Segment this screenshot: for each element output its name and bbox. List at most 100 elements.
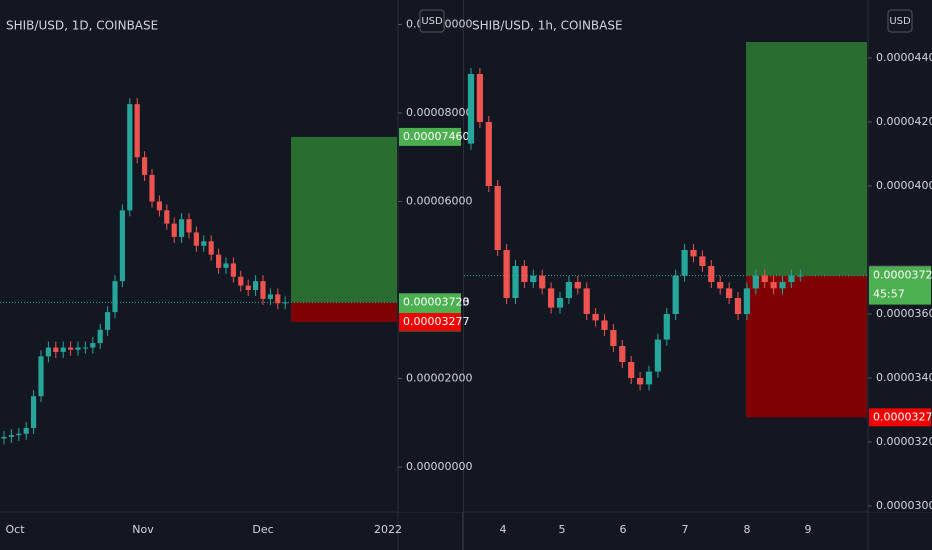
candle [142,157,148,175]
target-label-bg [399,127,461,146]
candle [476,74,484,122]
y-tick-label: 0.00004000 [876,179,932,192]
candle [779,282,786,289]
candle [127,104,133,211]
y-tick-label: 0.00004200 [876,115,932,128]
y-tick-label: 0.00000000 [406,460,472,473]
candle [610,330,617,346]
candle [260,281,266,299]
candle [275,294,281,304]
candle [556,298,564,308]
price-axis-bg [869,0,932,512]
candle [547,288,555,308]
candle [512,266,519,298]
candle [282,302,288,304]
x-tick-label: 5 [559,523,566,536]
candle [208,241,214,255]
candle [164,210,170,224]
y-tick-label: 0.00006000 [406,195,472,208]
candle [75,347,81,350]
candle [761,275,768,282]
candle [663,314,670,340]
candle [619,346,626,362]
candle [216,254,222,268]
candle [770,282,777,289]
candle [699,256,706,266]
candle [574,282,581,289]
candle [583,288,590,314]
candle [717,282,724,289]
candle [1,436,7,439]
candle [601,320,608,330]
countdown: 45:57 [873,288,905,301]
candle [105,312,111,330]
candle [201,241,207,246]
stop-zone [291,302,397,322]
candle [539,275,546,289]
x-tick-label: Oct [5,523,25,536]
candle [230,263,236,277]
chart-title: SHIB/USD, 1D, COINBASE [6,19,158,33]
x-tick-label: 4 [500,523,507,536]
candle [193,232,199,246]
price-axis-bg [399,0,463,512]
y-tick-label: 0.00004400 [876,51,932,64]
candle [485,122,492,186]
candle [31,396,37,429]
candle [654,339,662,372]
candle [179,219,185,237]
candle [68,347,74,350]
x-tick-label: 6 [620,523,627,536]
currency-button[interactable] [419,9,445,33]
stop-label: 0.00003277 [873,410,932,423]
candle [16,433,22,436]
x-tick-label: Dec [252,523,273,536]
x-tick-label: 8 [744,523,751,536]
y-tick-label: 0.00003600 [876,307,932,320]
x-tick-label: 9 [805,523,812,536]
candle [788,275,795,282]
candle [672,275,679,314]
candle [521,266,528,282]
candle [23,428,29,434]
y-tick-label: 0.00002000 [406,372,472,385]
candle [238,276,244,286]
candle [565,282,573,298]
candle [186,219,192,233]
candle [134,104,140,158]
candle [97,329,103,344]
target-label: 0.00007460 [403,130,469,143]
candle [60,347,66,352]
target-zone [746,42,867,276]
currency-button[interactable] [887,9,913,33]
candle [752,275,759,289]
currency: USD [889,16,911,27]
y-tick-label: 0.00003200 [876,435,932,448]
y-tick-label: 0.00003400 [876,371,932,384]
candle [53,347,59,352]
candle [245,285,251,290]
candle [38,356,44,397]
price-label-bg [869,266,931,305]
target-zone [291,136,397,303]
x-tick-label: 7 [682,523,689,536]
candle [494,186,501,250]
stop-zone [746,275,867,418]
candle [503,250,510,298]
candle [725,288,733,298]
candle [797,275,804,277]
candle [82,347,88,349]
candle [734,298,742,314]
candle [45,347,51,357]
candle [743,288,751,314]
candle [253,281,259,290]
candle [592,314,599,321]
price-label: 0.00003720 [403,295,469,308]
price-label: 0.00003720 [873,269,932,282]
candle [690,250,697,257]
stop-label-bg [869,408,931,427]
candle [267,294,273,299]
chart-title: SHIB/USD, 1h, COINBASE [472,19,623,33]
candle [8,435,14,437]
